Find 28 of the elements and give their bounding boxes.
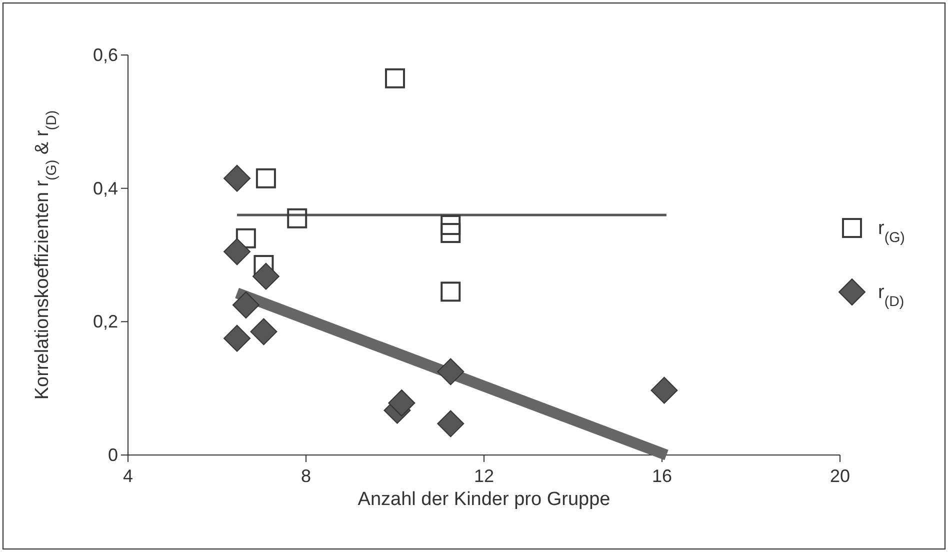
x-axis-title: Anzahl der Kinder pro Gruppe bbox=[358, 489, 610, 510]
y-tick-label: 0,6 bbox=[92, 45, 118, 65]
point bbox=[437, 358, 464, 386]
x-tick-label: 20 bbox=[830, 466, 850, 486]
point bbox=[440, 223, 461, 243]
point bbox=[287, 208, 308, 228]
point bbox=[256, 168, 276, 188]
point bbox=[224, 324, 251, 352]
y-tick-label: 0 bbox=[108, 445, 118, 465]
x-tick-label: 16 bbox=[652, 466, 672, 486]
legend-label: r$_{(G)}$ bbox=[878, 218, 905, 246]
point bbox=[232, 292, 260, 318]
y-tick-label: 0,4 bbox=[92, 178, 118, 198]
legend-label: r$_{(D)}$ bbox=[878, 282, 904, 310]
point bbox=[224, 238, 251, 266]
point bbox=[440, 215, 461, 235]
y-tick-label: 0,2 bbox=[92, 312, 118, 332]
point bbox=[437, 410, 464, 438]
x-tick-label: 8 bbox=[300, 466, 312, 486]
point bbox=[252, 262, 280, 290]
x-tick-label: 4 bbox=[122, 466, 134, 486]
point bbox=[388, 390, 416, 416]
point bbox=[250, 318, 278, 346]
point bbox=[440, 282, 461, 302]
x-tick-label: 12 bbox=[474, 466, 494, 486]
point bbox=[385, 68, 405, 88]
point bbox=[224, 164, 251, 192]
point bbox=[650, 376, 678, 404]
